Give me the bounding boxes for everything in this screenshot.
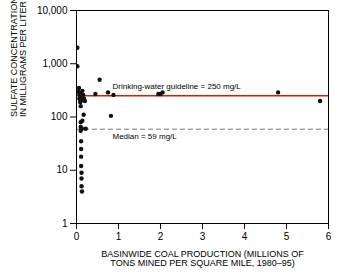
svg-text:10: 10 <box>56 164 68 175</box>
svg-text:5: 5 <box>284 231 290 242</box>
svg-text:4: 4 <box>242 231 248 242</box>
svg-text:Drinking-water guideline = 250: Drinking-water guideline = 250 mg/L <box>113 82 242 91</box>
svg-text:3: 3 <box>200 231 206 242</box>
svg-text:1,000: 1,000 <box>42 58 67 69</box>
svg-text:BASINWIDE COAL PRODUCTION (MIL: BASINWIDE COAL PRODUCTION (MILLIONS OFTO… <box>101 249 304 268</box>
svg-text:0: 0 <box>74 231 80 242</box>
svg-text:100: 100 <box>51 111 68 122</box>
svg-text:10,000: 10,000 <box>37 5 68 16</box>
svg-text:6: 6 <box>326 231 332 242</box>
svg-text:1: 1 <box>62 218 68 229</box>
svg-text:SULFATE CONCENTRATION,IN MILLI: SULFATE CONCENTRATION,IN MILLIGRAMS PER … <box>9 0 28 117</box>
svg-text:1: 1 <box>116 231 122 242</box>
svg-text:2: 2 <box>158 231 164 242</box>
svg-text:Median = 59 mg/L: Median = 59 mg/L <box>113 132 178 141</box>
